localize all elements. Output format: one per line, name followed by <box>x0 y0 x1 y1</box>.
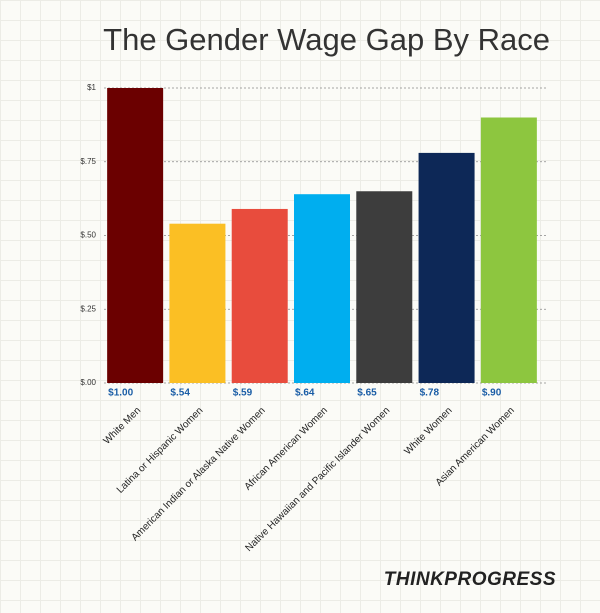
y-tick-label: $1 <box>87 83 96 92</box>
bar <box>356 191 413 383</box>
y-tick-label: $.75 <box>80 157 96 166</box>
value-label: $.54 <box>170 388 190 399</box>
x-tick-label: Native Hawaiian and Pacific Islander Wom… <box>244 405 393 554</box>
y-tick-label: $.25 <box>80 304 96 313</box>
bar <box>231 208 288 383</box>
value-label: $1.00 <box>108 388 133 399</box>
x-tick-label: American Indian or Alaska Native Women <box>130 405 268 543</box>
bar <box>169 223 226 383</box>
value-label: $.78 <box>420 388 440 399</box>
value-label: $.90 <box>482 388 502 399</box>
x-tick-label: White Women <box>402 405 454 457</box>
value-label: $.59 <box>233 388 253 399</box>
chart-title: The Gender Wage Gap By Race <box>103 22 550 57</box>
source-logo: THINKPROGRESS <box>384 569 556 590</box>
bar <box>418 152 475 383</box>
y-tick-label: $.50 <box>80 231 96 240</box>
bar <box>480 117 537 383</box>
bar <box>294 194 350 383</box>
bar <box>107 88 164 383</box>
value-label: $.64 <box>295 388 315 399</box>
x-tick-label: White Men <box>102 405 144 447</box>
y-tick-label: $.00 <box>80 378 96 387</box>
value-label: $.65 <box>357 388 377 399</box>
